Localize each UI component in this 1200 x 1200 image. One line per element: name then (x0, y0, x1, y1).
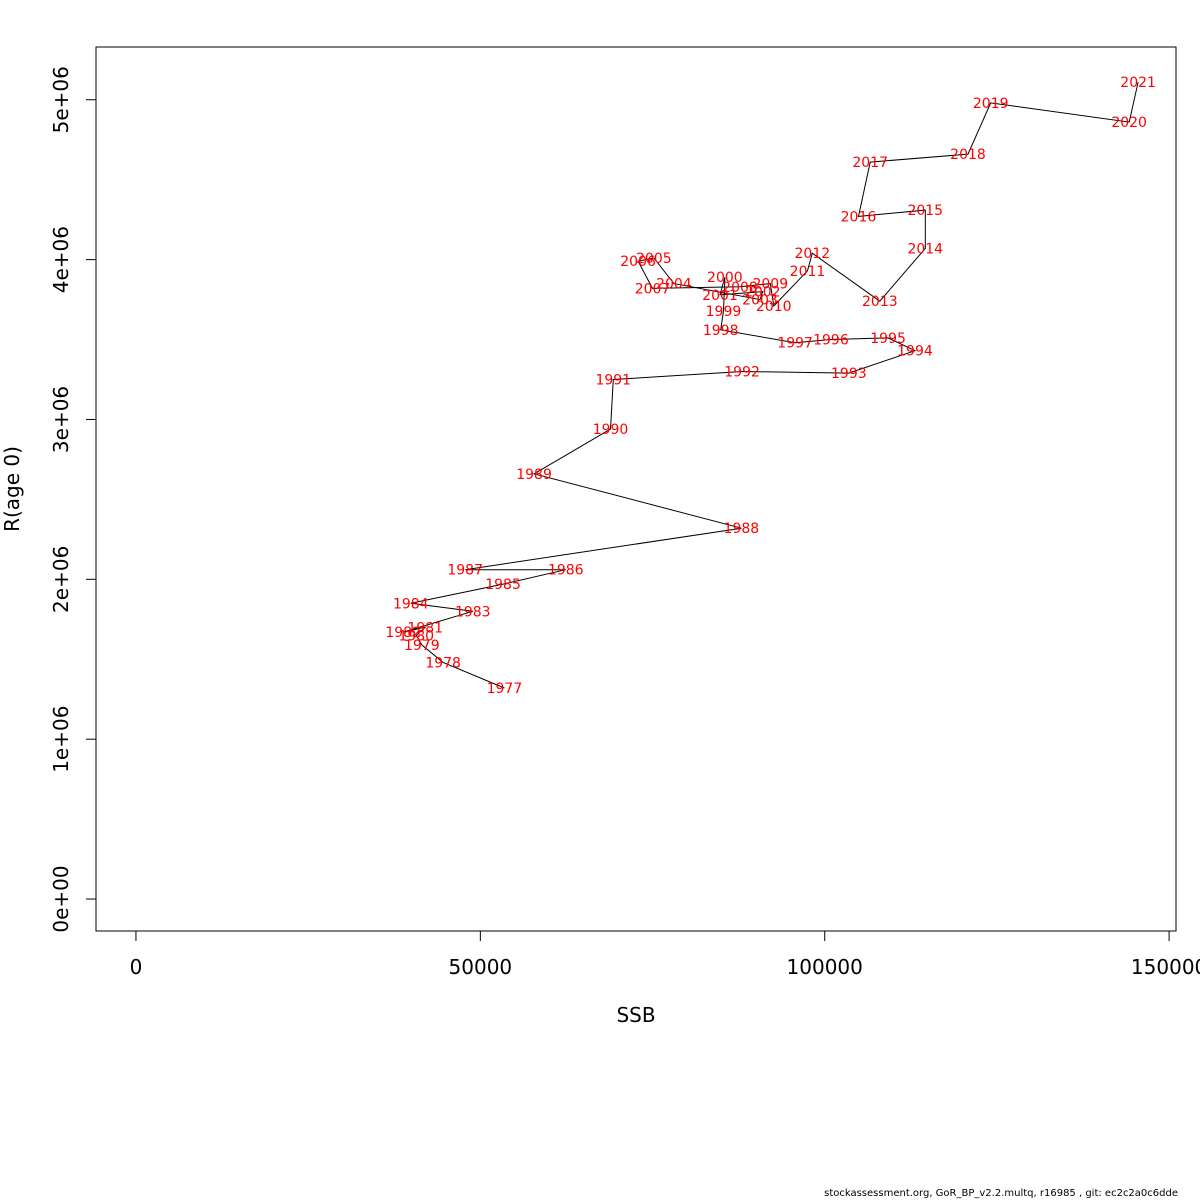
year-label-2008: 2008 (722, 280, 758, 296)
year-label-2017: 2017 (852, 155, 888, 171)
x-tick-label: 150000 (1131, 955, 1200, 979)
year-label-1992: 1992 (724, 365, 760, 381)
year-label-1981: 1981 (407, 620, 443, 636)
x-axis-label: SSB (616, 1003, 655, 1027)
series-line (403, 82, 1139, 689)
x-tick-label: 0 (130, 955, 143, 979)
year-label-2007: 2007 (635, 281, 671, 297)
year-label-2016: 2016 (841, 209, 877, 225)
year-label-2000: 2000 (707, 270, 743, 286)
x-axis: 0 50000 100000 150000 (130, 930, 1200, 979)
year-label-2011: 2011 (790, 264, 826, 280)
y-tick-label: 4e+06 (49, 226, 73, 293)
year-label-2001: 2001 (702, 288, 738, 304)
y-tick-label: 0e+00 (49, 865, 73, 932)
year-label-1996: 1996 (813, 333, 849, 349)
year-label-1990: 1990 (593, 422, 629, 438)
year-label-2013: 2013 (862, 294, 898, 310)
year-label-1988: 1988 (724, 521, 760, 537)
year-label-1986: 1986 (548, 563, 584, 579)
year-label-1989: 1989 (516, 467, 552, 483)
year-label-1993: 1993 (831, 366, 867, 382)
y-axis-label: R(age 0) (0, 446, 24, 532)
year-label-1999: 1999 (706, 304, 742, 320)
year-label-1995: 1995 (870, 331, 906, 347)
year-label-2003: 2003 (742, 293, 778, 309)
footer-credit: stockassessment.org, GoR_BP_v2.2.multq, … (824, 1188, 1178, 1199)
year-label-1978: 1978 (425, 655, 461, 671)
year-label-1980: 1980 (398, 628, 434, 644)
year-label-1983: 1983 (455, 604, 491, 620)
year-label-2010: 2010 (756, 299, 792, 315)
year-label-1998: 1998 (703, 323, 739, 339)
y-axis: 0e+00 1e+06 2e+06 3e+06 4e+06 5e+06 (49, 66, 97, 933)
year-label-1982: 1982 (385, 625, 421, 641)
year-label-1979: 1979 (404, 638, 440, 654)
x-tick-label: 100000 (787, 955, 863, 979)
year-label-2005: 2005 (636, 251, 672, 267)
year-label-2004: 2004 (656, 277, 692, 293)
year-label-1985: 1985 (485, 577, 521, 593)
year-label-2021: 2021 (1120, 75, 1156, 91)
year-label-2020: 2020 (1111, 115, 1147, 131)
y-tick-label: 5e+06 (49, 66, 73, 133)
year-label-2019: 2019 (973, 96, 1009, 112)
year-label-2018: 2018 (950, 147, 986, 163)
year-label-1977: 1977 (487, 681, 523, 697)
year-label-1997: 1997 (777, 336, 813, 352)
x-tick-label: 50000 (449, 955, 513, 979)
year-label-2015: 2015 (907, 203, 943, 219)
year-label-2006: 2006 (620, 254, 656, 270)
year-label-1987: 1987 (447, 563, 483, 579)
year-label-2012: 2012 (795, 246, 831, 262)
year-label-2002: 2002 (745, 285, 781, 301)
y-tick-label: 3e+06 (49, 386, 73, 453)
y-tick-label: 2e+06 (49, 546, 73, 613)
y-tick-label: 1e+06 (49, 706, 73, 773)
year-label-1984: 1984 (393, 596, 429, 612)
year-label-2014: 2014 (907, 241, 943, 257)
year-label-1991: 1991 (595, 372, 631, 388)
year-label-1994: 1994 (897, 344, 933, 360)
year-label-2009: 2009 (752, 277, 788, 293)
sr-trajectory-line (403, 82, 1139, 689)
plot-frame (95, 46, 1177, 932)
